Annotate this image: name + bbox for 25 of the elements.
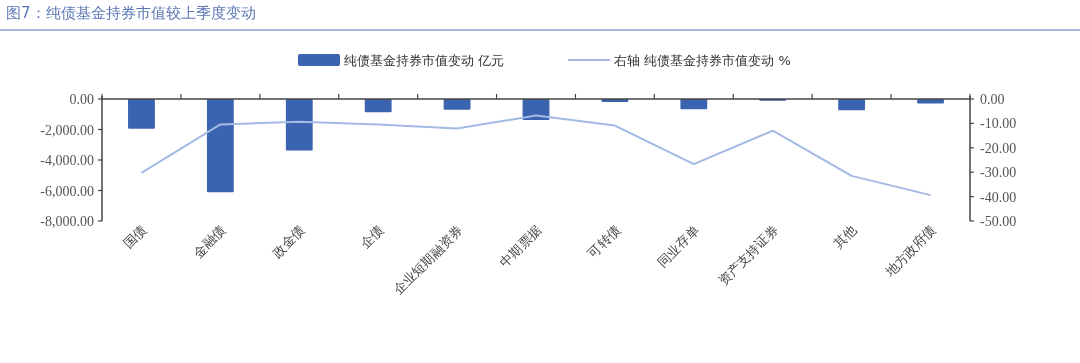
- x-tick-label: 国债: [120, 222, 150, 252]
- y-tick-label: -2,000.00: [40, 122, 94, 138]
- x-tick-label: 其他: [830, 222, 860, 252]
- y2-tick-label: -40.00: [980, 189, 1017, 205]
- legend-label: 纯债基金持券市值变动 亿元: [344, 53, 505, 68]
- legend-label: 右轴 纯债基金持券市值变动 %: [614, 53, 791, 68]
- y2-tick-label: -10.00: [980, 116, 1017, 132]
- chart-title: 图7：纯债基金持券市值较上季度变动: [6, 4, 256, 22]
- x-tick-label: 政金债: [269, 222, 308, 261]
- y2-tick-label: -20.00: [980, 140, 1017, 156]
- y2-tick-label: -50.00: [980, 214, 1017, 229]
- y2-tick-label: -30.00: [980, 165, 1017, 181]
- y2-tick-label: 0.00: [980, 92, 1005, 107]
- x-tick-label: 资产支持证券: [715, 222, 781, 289]
- x-tick-label: 同业存单: [654, 222, 702, 270]
- y-tick-label: -6,000.00: [40, 183, 94, 199]
- x-tick-label: 金融债: [190, 222, 229, 261]
- x-tick-label: 可转债: [584, 222, 624, 261]
- y-tick-label: -8,000.00: [40, 214, 94, 229]
- x-tick-label: 企业短期融资券: [390, 222, 466, 298]
- x-tick-label: 地方政府债: [881, 222, 939, 280]
- y-tick-label: -4,000.00: [40, 153, 94, 168]
- x-tick-label: 企债: [357, 222, 387, 252]
- x-tick-label: 中期票据: [496, 222, 545, 270]
- y-tick-label: 0.00: [69, 92, 94, 107]
